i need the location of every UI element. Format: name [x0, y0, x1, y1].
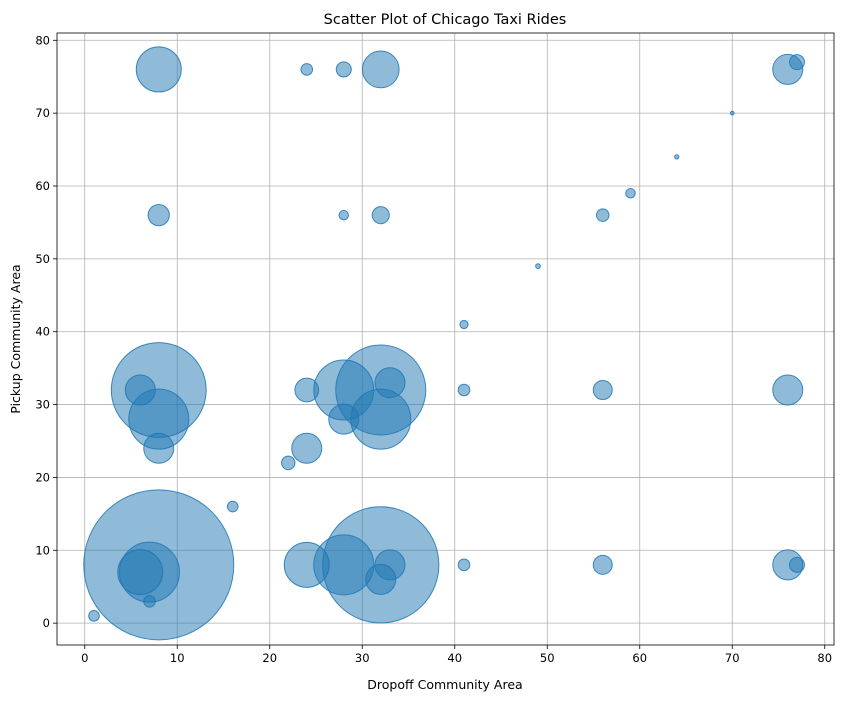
x-tick-label-70: 70: [725, 651, 740, 665]
scatter-point: [328, 403, 360, 435]
scatter-point: [459, 319, 469, 330]
x-tick-label-30: 30: [355, 651, 370, 665]
y-axis-ticks: 0 10 20 30 40 50 60 70 80: [35, 33, 57, 630]
grid: [57, 33, 834, 645]
scatter-point: [294, 377, 320, 403]
scatter-point: [300, 63, 314, 76]
scatter-point: [281, 455, 296, 471]
x-axis-ticks: 0 10 20 30 40 50 60 70 80: [81, 645, 832, 665]
scatter-point: [143, 432, 175, 464]
scatter-point: [124, 374, 156, 406]
y-tick-label-40: 40: [35, 325, 50, 339]
scatter-point: [789, 54, 805, 71]
y-tick-label-50: 50: [35, 252, 50, 266]
scatter-point: [147, 204, 170, 227]
scatter-point: [361, 50, 400, 89]
y-tick-label-80: 80: [35, 33, 50, 47]
scatter-point: [457, 558, 471, 572]
plot-frame: [56, 32, 835, 646]
scatter-point: [595, 208, 610, 222]
scatter-point: [592, 554, 613, 575]
scatter-point: [365, 563, 397, 595]
x-tick-label-10: 10: [170, 651, 185, 665]
y-tick-label-0: 0: [43, 616, 50, 630]
scatter-point: [283, 541, 330, 588]
scatter-point: [135, 46, 182, 93]
scatter-point: [143, 594, 156, 608]
y-tick-label-20: 20: [35, 470, 50, 484]
y-tick-label-30: 30: [35, 398, 50, 412]
chart-title: Scatter Plot of Chicago Taxi Rides: [324, 12, 567, 28]
x-tick-label-20: 20: [262, 651, 277, 665]
scatter-point: [226, 500, 239, 513]
y-tick-label-10: 10: [35, 543, 50, 557]
scatter-point: [729, 110, 735, 116]
scatter-point: [535, 263, 541, 270]
scatter-point: [625, 188, 636, 199]
scatter-point: [117, 549, 164, 596]
scatter-point: [789, 556, 805, 573]
scatter-point: [674, 154, 680, 160]
x-tick-label-80: 80: [817, 651, 832, 665]
x-axis-label: Dropoff Community Area: [367, 677, 522, 692]
scatter-point: [88, 610, 100, 622]
scatter-point: [335, 61, 352, 78]
scatter-point: [592, 380, 613, 400]
scatter-point: [338, 209, 349, 221]
scatter-points: [83, 46, 805, 641]
x-tick-label-0: 0: [81, 651, 88, 665]
y-axis-label: Pickup Community Area: [8, 264, 23, 413]
x-tick-label-60: 60: [632, 651, 647, 665]
scatter-point: [457, 383, 471, 397]
x-tick-label-40: 40: [447, 651, 462, 665]
scatter-point: [371, 206, 390, 225]
scatter-point: [374, 367, 406, 399]
y-tick-label-60: 60: [35, 179, 50, 193]
scatter-point: [291, 432, 323, 464]
scatter-point: [350, 388, 412, 450]
x-tick-label-50: 50: [540, 651, 555, 665]
scatter-point: [772, 374, 804, 406]
y-tick-label-70: 70: [35, 106, 50, 120]
